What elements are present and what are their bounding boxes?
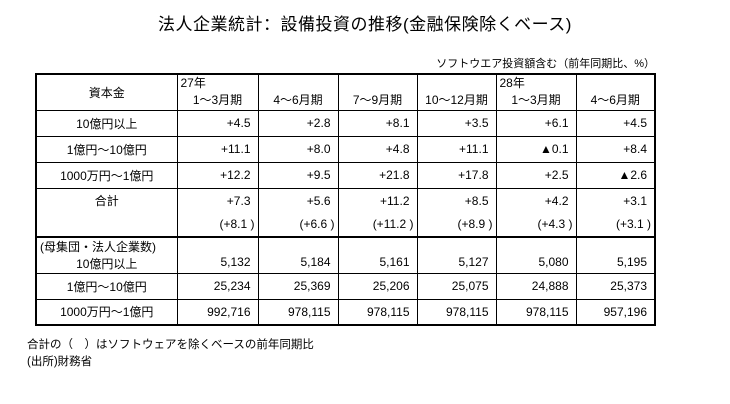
- value-cell: +11.1: [176, 135, 259, 163]
- value-cell: +2.8: [257, 109, 339, 137]
- col-header: 4～6月期: [257, 73, 339, 111]
- count-cell: 25,206: [337, 272, 418, 300]
- col-header: 4～6月期: [575, 73, 656, 111]
- total-paren-value: (+6.6 ): [299, 216, 335, 231]
- table-row-growth-medium: 1億円～10億円 +11.1 +8.0 +4.8 +11.1 ▲0.1 +8.4: [35, 135, 656, 163]
- col-header: 27年 1～3月期: [176, 73, 259, 111]
- count-cell: 5,080: [495, 236, 577, 274]
- value-cell: +8.0: [257, 135, 339, 163]
- count-cell: 5,127: [416, 236, 497, 274]
- total-value: +3.1: [623, 193, 647, 208]
- value-cell: +12.2: [176, 161, 259, 189]
- total-value: +4.2: [544, 193, 569, 208]
- value-cell: +9.5: [257, 161, 339, 189]
- value-cell: +17.8: [416, 161, 497, 189]
- count-cell: 978,115: [257, 298, 339, 326]
- total-value: +11.2: [380, 193, 410, 208]
- row-label: 10億円以上: [76, 257, 138, 271]
- header-row: 資本金 27年 1～3月期 4～6月期 7～9月期 10～12月期 28年 1～…: [35, 73, 656, 111]
- total-value-cell: +8.5 (+8.9 ): [416, 187, 497, 238]
- col-header: 7～9月期: [337, 73, 418, 111]
- col-header-year: [259, 75, 337, 92]
- table-row-growth-large: 10億円以上 +4.5 +2.8 +8.1 +3.5 +6.1 +4.5: [35, 109, 656, 137]
- value-cell: +11.1: [416, 135, 497, 163]
- table-unit-note: ソフトウエア投資額含む（前年同期比、%）: [436, 58, 655, 70]
- corner-cell-capital: 資本金: [35, 73, 178, 111]
- total-paren-value: (+8.1 ): [219, 216, 255, 231]
- value-cell: +3.5: [416, 109, 497, 137]
- col-header-year: 28年: [499, 76, 525, 91]
- row-label: 1000万円～1億円: [35, 161, 178, 189]
- col-header-period: 10～12月期: [425, 93, 488, 108]
- row-label: 1億円～10億円: [35, 272, 178, 300]
- count-cell: 5,132: [176, 236, 259, 274]
- row-label-population: (母集団・法人企業数) 10億円以上: [35, 236, 178, 274]
- count-cell: 5,195: [575, 236, 656, 274]
- total-paren-value: (+11.2 ): [372, 216, 414, 231]
- value-cell: +2.5: [495, 161, 577, 189]
- col-header-period: 4～6月期: [590, 93, 640, 108]
- value-cell: ▲2.6: [575, 161, 656, 189]
- count-cell: 5,184: [257, 236, 339, 274]
- value-cell: ▲0.1: [495, 135, 577, 163]
- value-cell: +6.1: [495, 109, 577, 137]
- value-cell: +4.5: [575, 109, 656, 137]
- total-value-cell: +11.2 (+11.2 ): [337, 187, 418, 238]
- row-label-total: 合計: [35, 187, 178, 238]
- col-header-year: [339, 75, 416, 92]
- value-cell: +21.8: [337, 161, 418, 189]
- footnotes: 合計の（ ）はソフトウェアを除くベースの前年同期比 (出所)財務省: [27, 337, 314, 370]
- table-row-count-large: (母集団・法人企業数) 10億円以上 5,132 5,184 5,161 5,1…: [35, 236, 656, 274]
- footnote-source: (出所)財務省: [27, 355, 93, 368]
- count-cell: 978,115: [495, 298, 577, 326]
- col-header-year: 27年: [180, 76, 206, 91]
- value-cell: +8.1: [337, 109, 418, 137]
- count-cell: 25,369: [257, 272, 339, 300]
- total-value-cell: +5.6 (+6.6 ): [257, 187, 339, 238]
- row-label: 10億円以上: [35, 109, 178, 137]
- total-paren-value: (+3.1 ): [615, 216, 651, 231]
- page-title: 法人企業統計：設備投資の推移(金融保険除くベース): [158, 15, 572, 34]
- total-value: +7.3: [226, 193, 251, 208]
- value-cell: +4.8: [337, 135, 418, 163]
- count-cell: 957,196: [575, 298, 656, 326]
- count-cell: 24,888: [495, 272, 577, 300]
- total-value-cell: +3.1 (+3.1 ): [575, 187, 656, 238]
- statistics-table: 資本金 27年 1～3月期 4～6月期 7～9月期 10～12月期 28年 1～…: [35, 73, 656, 326]
- col-header-period: 1～3月期: [511, 93, 561, 108]
- count-cell: 978,115: [337, 298, 418, 326]
- col-header-period: 7～9月期: [352, 93, 403, 108]
- count-cell: 25,373: [575, 272, 656, 300]
- total-value-cell: +4.2 (+4.3 ): [495, 187, 577, 238]
- table-row-count-small: 1000万円～1億円 992,716 978,115 978,115 978,1…: [35, 298, 656, 326]
- col-header: 28年 1～3月期: [495, 73, 577, 111]
- count-cell: 5,161: [337, 236, 418, 274]
- value-cell: +8.4: [575, 135, 656, 163]
- table-row-total: 合計 +7.3 (+8.1 ) +5.6 (+6.6 ) +11.2 (+11.…: [35, 187, 656, 238]
- col-header: 10～12月期: [416, 73, 497, 111]
- total-value-cell: +7.3 (+8.1 ): [176, 187, 259, 238]
- count-cell: 978,115: [416, 298, 497, 326]
- col-header-year: [577, 75, 654, 92]
- col-header-year: [418, 75, 495, 92]
- value-cell: +4.5: [176, 109, 259, 137]
- count-cell: 25,234: [176, 272, 259, 300]
- count-cell: 25,075: [416, 272, 497, 300]
- total-paren-value: (+8.9 ): [457, 216, 493, 231]
- footnote-paren-note: 合計の（ ）はソフトウェアを除くベースの前年同期比: [27, 339, 314, 351]
- total-paren-value: (+4.3 ): [537, 216, 573, 231]
- row-label: 1億円～10億円: [35, 135, 178, 163]
- table-row-growth-small: 1000万円～1億円 +12.2 +9.5 +21.8 +17.8 +2.5 ▲…: [35, 161, 656, 189]
- col-header-period: 4～6月期: [273, 93, 323, 108]
- col-header-period: 1～3月期: [192, 93, 243, 108]
- total-value: +8.5: [464, 193, 489, 208]
- population-section-label: (母集団・法人企業数): [40, 240, 156, 254]
- count-cell: 992,716: [176, 298, 259, 326]
- total-value: +5.6: [306, 193, 331, 208]
- row-label: 1000万円～1億円: [35, 298, 178, 326]
- table-row-count-medium: 1億円～10億円 25,234 25,369 25,206 25,075 24,…: [35, 272, 656, 300]
